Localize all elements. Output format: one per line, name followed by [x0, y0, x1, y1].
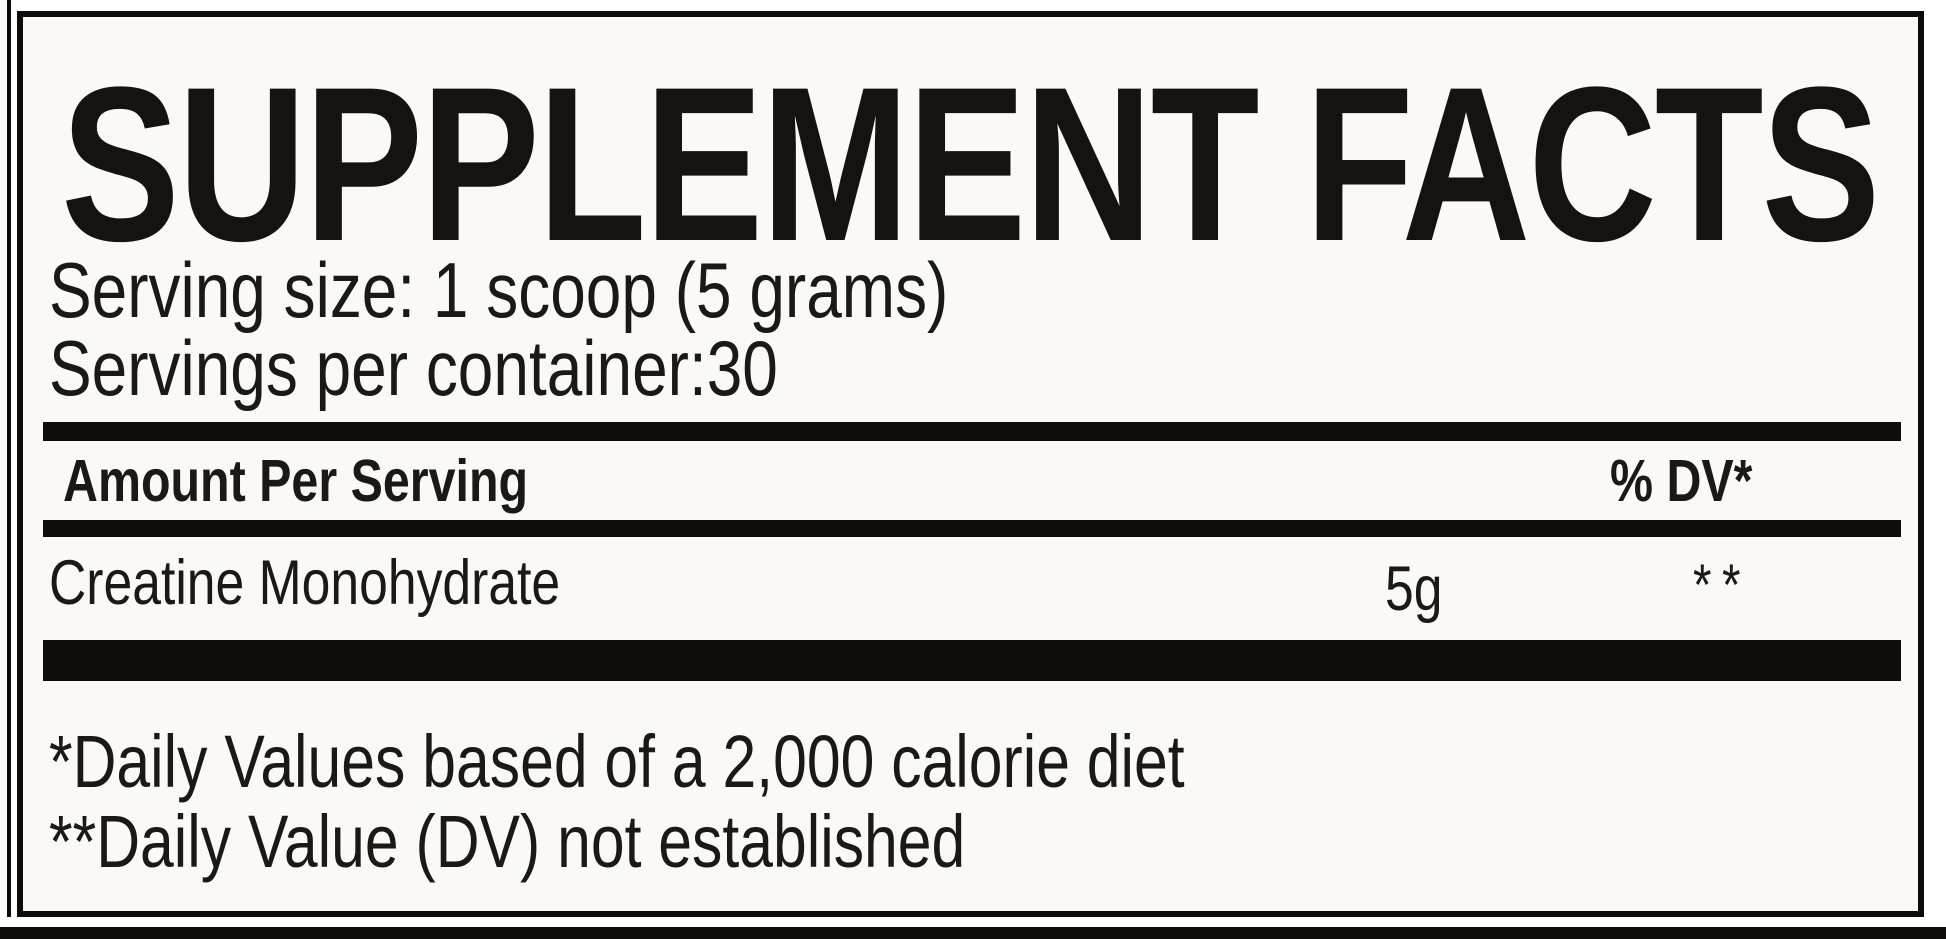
ingredient-amount: 5g: [1385, 554, 1443, 624]
header-top-rule: [43, 422, 1901, 441]
ingredient-name: Creatine Monohydrate: [49, 548, 561, 618]
header-bottom-rule: [43, 520, 1901, 537]
percent-dv-header: % DV*: [1610, 448, 1753, 514]
footnote-dv-not-established: **Daily Value (DV) not established: [49, 800, 966, 883]
amount-per-serving-header: Amount Per Serving: [63, 448, 529, 514]
left-edge-crop-line: [7, 0, 11, 917]
supplement-facts-panel: SUPPLEMENT FACTS Serving size: 1 scoop (…: [17, 11, 1924, 917]
serving-size-line: Serving size: 1 scoop (5 grams): [49, 246, 949, 334]
supplement-facts-title: SUPPLEMENT FACTS: [61, 41, 1880, 287]
footnote-daily-values: *Daily Values based of a 2,000 calorie d…: [49, 720, 1185, 803]
servings-per-container-line: Servings per container:30: [49, 324, 778, 412]
bottom-edge-crop-bar: [0, 927, 1946, 939]
ingredient-dv: **: [1693, 553, 1751, 618]
footer-rule: [43, 640, 1901, 681]
